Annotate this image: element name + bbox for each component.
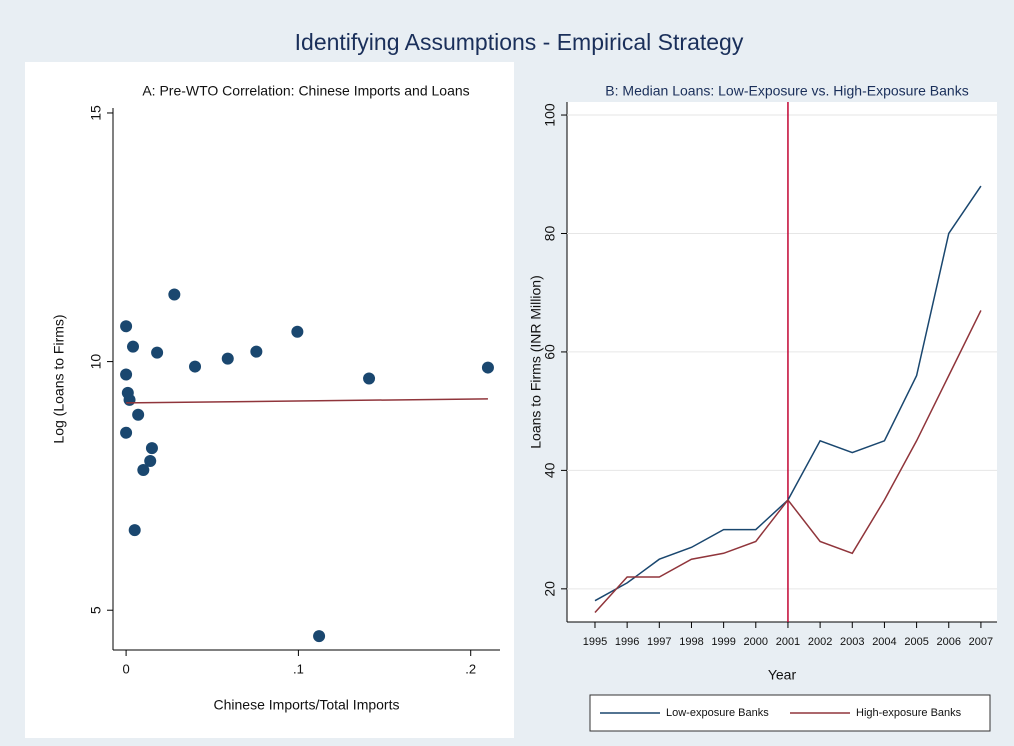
x-axis-label: Chinese Imports/Total Imports bbox=[214, 697, 400, 713]
point bbox=[144, 455, 157, 468]
point bbox=[189, 360, 202, 373]
point bbox=[120, 320, 133, 333]
figure-title: Identifying Assumptions - Empirical Stra… bbox=[295, 29, 744, 55]
x-tick-label: 2007 bbox=[969, 636, 993, 648]
x-tick-label: 2005 bbox=[904, 636, 928, 648]
point bbox=[363, 372, 376, 385]
y-tick-label: 20 bbox=[542, 581, 558, 597]
x-tick-label: 1995 bbox=[583, 636, 607, 648]
point bbox=[250, 345, 263, 358]
x-tick-label: 2004 bbox=[872, 636, 896, 648]
x-tick-label: 2001 bbox=[776, 636, 800, 648]
point bbox=[145, 442, 158, 455]
x-tick-label: 1996 bbox=[615, 636, 639, 648]
y-tick-label: 80 bbox=[542, 225, 558, 241]
y-tick-label: 60 bbox=[542, 344, 558, 360]
x-tick-label: 2006 bbox=[937, 636, 961, 648]
point bbox=[120, 426, 133, 439]
fit-line bbox=[126, 398, 488, 404]
point bbox=[313, 630, 326, 643]
x-tick-label: 1997 bbox=[647, 636, 671, 648]
y-tick-label: 40 bbox=[542, 462, 558, 478]
x-tick-label: 2000 bbox=[744, 636, 768, 648]
chart-title: A: Pre-WTO Correlation: Chinese Imports … bbox=[142, 83, 469, 99]
x-tick-label: 1998 bbox=[679, 636, 703, 648]
point bbox=[126, 340, 139, 353]
y-axis-label: Log (Loans to Firms) bbox=[51, 314, 67, 443]
point bbox=[123, 393, 136, 406]
y-tick-label: 10 bbox=[88, 354, 104, 370]
chart-title: B: Median Loans: Low-Exposure vs. High-E… bbox=[605, 83, 968, 99]
point bbox=[128, 524, 141, 537]
point bbox=[151, 346, 164, 359]
point bbox=[137, 463, 150, 476]
point bbox=[481, 361, 494, 374]
point bbox=[132, 408, 145, 421]
x-tick-label: 0 bbox=[122, 661, 129, 676]
x-tick-label: 1999 bbox=[711, 636, 735, 648]
point bbox=[291, 325, 304, 338]
x-tick-label: .1 bbox=[293, 661, 304, 676]
x-tick-label: .2 bbox=[465, 661, 476, 676]
panel-b-plot bbox=[567, 102, 997, 622]
legend-label: Low-exposure Banks bbox=[666, 707, 769, 719]
y-tick-label: 5 bbox=[88, 606, 104, 614]
y-tick-label: 15 bbox=[88, 105, 104, 121]
x-tick-label: 2003 bbox=[840, 636, 864, 648]
point bbox=[120, 368, 133, 381]
legend-label: High-exposure Banks bbox=[856, 707, 962, 719]
x-axis-label: Year bbox=[768, 667, 797, 683]
point bbox=[221, 352, 234, 365]
point bbox=[168, 288, 181, 301]
y-axis-label: Loans to Firms (INR Million) bbox=[528, 275, 544, 448]
x-tick-label: 2002 bbox=[808, 636, 832, 648]
y-tick-label: 100 bbox=[542, 103, 558, 127]
series-line bbox=[594, 310, 982, 614]
